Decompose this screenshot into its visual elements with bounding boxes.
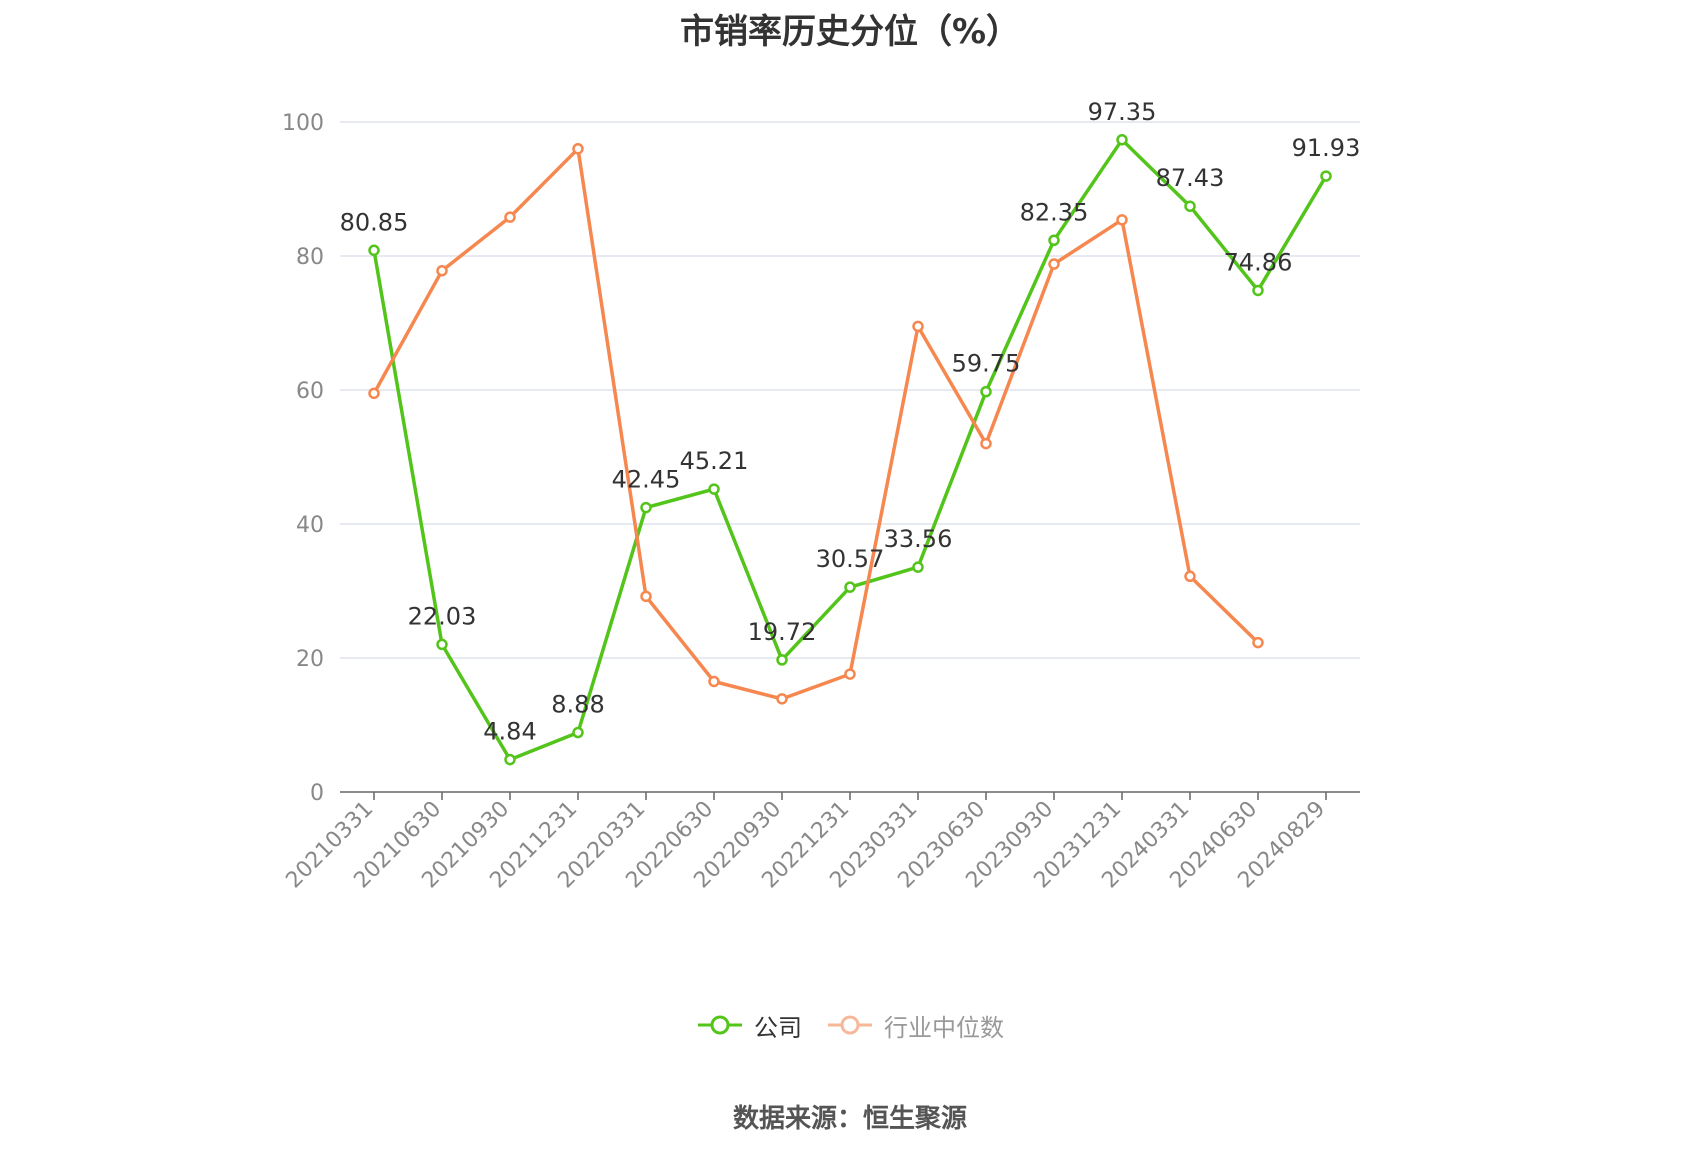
axes: 0204060801002021033120210630202109302021…	[281, 111, 1360, 893]
y-tick-label: 40	[296, 513, 324, 538]
company-data-point	[1320, 170, 1332, 182]
company-data-point	[1048, 234, 1060, 247]
legend-label-company: 公司	[754, 1013, 802, 1042]
y-tick-label: 100	[282, 111, 324, 136]
company-data-point	[572, 726, 584, 739]
industry-data-point	[1116, 214, 1128, 226]
industry-data-point	[1252, 636, 1264, 649]
company-data-point	[1252, 284, 1264, 297]
industry-data-point	[436, 264, 448, 277]
company-data-point	[980, 385, 992, 398]
company-data-point	[436, 638, 448, 651]
company-data-point	[776, 654, 788, 666]
industry-data-point	[1184, 570, 1196, 583]
legend-industry-icon	[828, 1015, 872, 1035]
data-label: 30.57	[816, 545, 885, 573]
industry-data-point	[844, 668, 856, 680]
company-data-point	[708, 483, 720, 495]
data-label: 91.93	[1292, 134, 1361, 162]
legend-label-industry: 行业中位数	[884, 1013, 1004, 1042]
company-data-point	[504, 753, 516, 766]
data-label: 19.72	[748, 618, 817, 646]
industry-data-point	[912, 320, 924, 333]
data-label: 87.43	[1156, 164, 1225, 192]
industry-series-line	[372, 147, 1260, 701]
company-data-point	[368, 244, 380, 257]
data-label: 42.45	[612, 466, 681, 494]
company-data-point	[844, 581, 856, 593]
industry-data-point	[1048, 258, 1060, 270]
company-data-point	[912, 561, 924, 573]
industry-data-point	[980, 437, 992, 450]
industry-data-point	[776, 693, 788, 705]
data-label: 59.75	[952, 350, 1021, 378]
industry-data-point	[368, 387, 380, 400]
company-data-point	[640, 501, 652, 514]
y-tick-label: 80	[296, 245, 324, 270]
data-label: 4.84	[483, 718, 536, 746]
industry-data-point	[640, 590, 652, 603]
data-label: 82.35	[1020, 198, 1089, 226]
chart-title: 市销率历史分位（%）	[679, 12, 1021, 52]
legend-item-company[interactable]: 公司	[696, 1008, 802, 1043]
legend: 公司 行业中位数	[0, 1005, 1700, 1045]
legend-company-icon	[698, 1015, 742, 1035]
data-label: 33.56	[884, 525, 953, 553]
y-tick-label: 60	[296, 379, 324, 404]
y-tick-label: 0	[310, 781, 324, 806]
y-tick-label: 20	[296, 647, 324, 672]
company-data-point	[1116, 134, 1128, 146]
legend-item-industry[interactable]: 行业中位数	[826, 1008, 1004, 1043]
data-label: 22.03	[408, 602, 477, 630]
source-caption: 数据来源：恒生聚源	[732, 1104, 967, 1134]
industry-data-point	[708, 675, 720, 688]
data-label: 80.85	[340, 208, 409, 236]
industry-data-point	[572, 143, 584, 155]
data-label: 97.35	[1088, 98, 1157, 126]
data-label: 74.86	[1224, 248, 1293, 276]
data-label: 45.21	[680, 447, 749, 475]
industry-data-point	[504, 211, 516, 223]
grid-lines	[340, 121, 1360, 659]
data-label: 8.88	[551, 691, 604, 719]
company-data-point	[1184, 200, 1196, 212]
series-lines	[368, 134, 1332, 766]
